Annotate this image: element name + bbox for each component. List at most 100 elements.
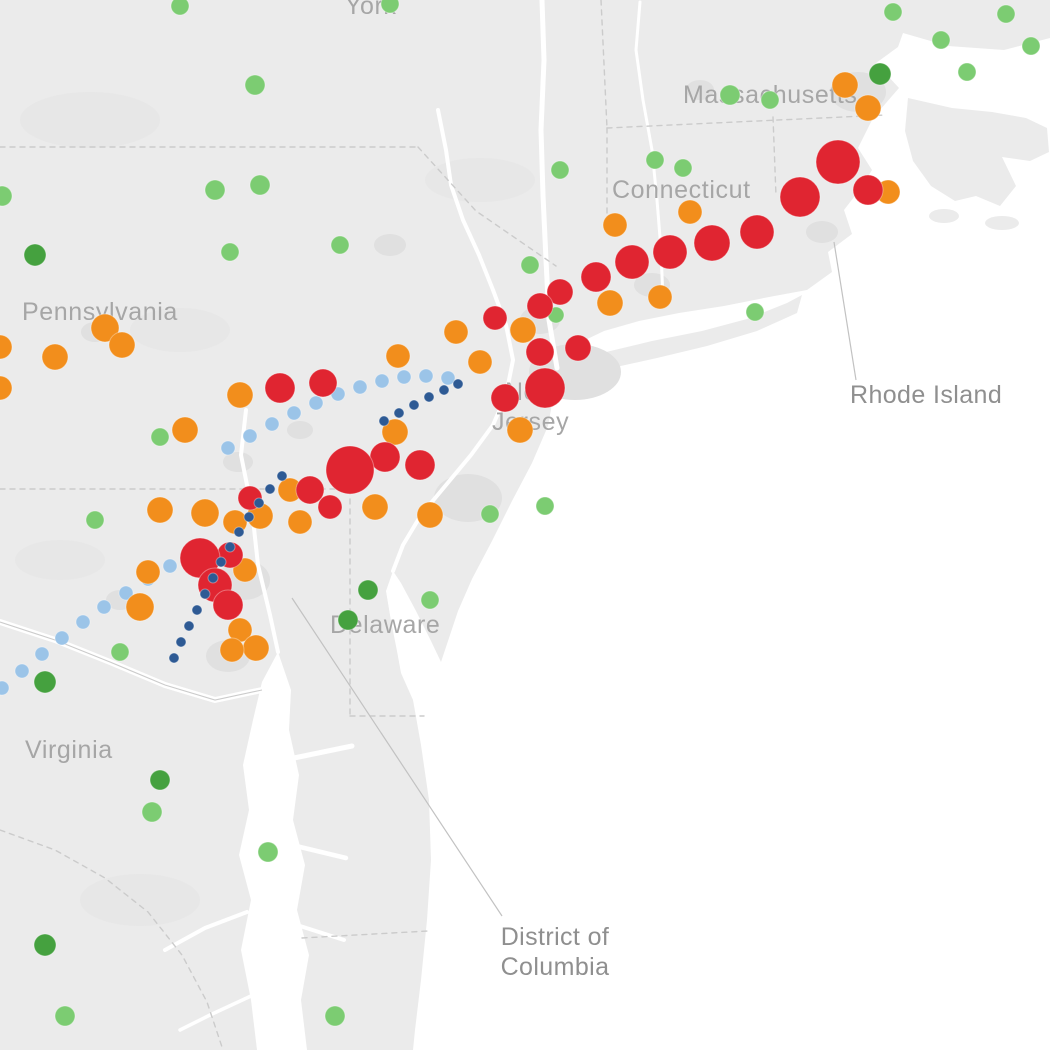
dot-lightblue[interactable]: [162, 558, 178, 574]
dot-red[interactable]: [546, 278, 574, 306]
dot-red[interactable]: [212, 589, 244, 621]
dot-navy[interactable]: [183, 620, 195, 632]
dot-lightblue[interactable]: [220, 440, 236, 456]
dot-red[interactable]: [779, 176, 821, 218]
dot-lightgreen[interactable]: [220, 242, 240, 262]
dot-orange[interactable]: [219, 637, 245, 663]
dot-orange[interactable]: [171, 416, 199, 444]
dot-orange[interactable]: [0, 375, 13, 401]
dot-lightblue[interactable]: [96, 599, 112, 615]
dot-navy[interactable]: [191, 604, 203, 616]
dot-lightblue[interactable]: [14, 663, 30, 679]
dot-lightgreen[interactable]: [745, 302, 765, 322]
dot-lightblue[interactable]: [75, 614, 91, 630]
dot-navy[interactable]: [175, 636, 187, 648]
dot-lightgreen[interactable]: [380, 0, 400, 14]
dot-red[interactable]: [525, 337, 555, 367]
dot-lightblue[interactable]: [374, 373, 390, 389]
dot-orange[interactable]: [416, 501, 444, 529]
dot-red[interactable]: [264, 372, 296, 404]
dot-orange[interactable]: [831, 71, 859, 99]
dot-lightgreen[interactable]: [204, 179, 226, 201]
dot-red[interactable]: [739, 214, 775, 250]
dot-navy[interactable]: [408, 399, 420, 411]
dot-navy[interactable]: [243, 511, 255, 523]
dot-lightgreen[interactable]: [535, 496, 555, 516]
dot-red[interactable]: [815, 139, 861, 185]
dot-red[interactable]: [852, 174, 884, 206]
dot-lightgreen[interactable]: [957, 62, 977, 82]
dot-lightblue[interactable]: [286, 405, 302, 421]
dot-orange[interactable]: [226, 381, 254, 409]
dot-red[interactable]: [526, 292, 554, 320]
dot-lightgreen[interactable]: [520, 255, 540, 275]
dot-lightgreen[interactable]: [645, 150, 665, 170]
dot-green[interactable]: [33, 933, 57, 957]
dot-orange[interactable]: [361, 493, 389, 521]
dot-navy[interactable]: [378, 415, 390, 427]
dot-lightgreen[interactable]: [1021, 36, 1041, 56]
dot-lightblue[interactable]: [396, 369, 412, 385]
dot-lightblue[interactable]: [118, 585, 134, 601]
dot-red[interactable]: [325, 445, 375, 495]
dot-lightgreen[interactable]: [249, 174, 271, 196]
dot-navy[interactable]: [438, 384, 450, 396]
dot-red[interactable]: [295, 475, 325, 505]
dot-orange[interactable]: [287, 509, 313, 535]
dot-lightgreen[interactable]: [760, 90, 780, 110]
dot-lightgreen[interactable]: [550, 160, 570, 180]
dot-red[interactable]: [490, 383, 520, 413]
dot-navy[interactable]: [168, 652, 180, 664]
dot-green[interactable]: [357, 579, 379, 601]
dot-orange[interactable]: [506, 416, 534, 444]
dot-lightgreen[interactable]: [141, 801, 163, 823]
dot-red[interactable]: [317, 494, 343, 520]
dot-lightgreen[interactable]: [420, 590, 440, 610]
dot-orange[interactable]: [190, 498, 220, 528]
dot-red[interactable]: [580, 261, 612, 293]
dot-lightblue[interactable]: [54, 630, 70, 646]
dot-lightgreen[interactable]: [0, 185, 13, 207]
dot-orange[interactable]: [146, 496, 174, 524]
dot-red[interactable]: [614, 244, 650, 280]
dot-lightblue[interactable]: [264, 416, 280, 432]
dot-lightgreen[interactable]: [54, 1005, 76, 1027]
dot-navy[interactable]: [423, 391, 435, 403]
dot-lightblue[interactable]: [418, 368, 434, 384]
dot-red[interactable]: [693, 224, 731, 262]
dot-red[interactable]: [308, 368, 338, 398]
dot-orange[interactable]: [242, 634, 270, 662]
dot-navy[interactable]: [215, 556, 227, 568]
dot-orange[interactable]: [135, 559, 161, 585]
dot-lightgreen[interactable]: [719, 84, 741, 106]
dot-green[interactable]: [337, 609, 359, 631]
dot-orange[interactable]: [509, 316, 537, 344]
dot-red[interactable]: [564, 334, 592, 362]
dot-orange[interactable]: [467, 349, 493, 375]
dot-lightgreen[interactable]: [110, 642, 130, 662]
dot-lightblue[interactable]: [0, 680, 10, 696]
dot-lightblue[interactable]: [440, 370, 456, 386]
dot-lightgreen[interactable]: [480, 504, 500, 524]
dot-navy[interactable]: [253, 497, 265, 509]
dot-orange[interactable]: [602, 212, 628, 238]
dot-orange[interactable]: [677, 199, 703, 225]
dot-navy[interactable]: [233, 526, 245, 538]
dot-lightblue[interactable]: [352, 379, 368, 395]
dot-orange[interactable]: [443, 319, 469, 345]
dot-orange[interactable]: [41, 343, 69, 371]
dot-orange[interactable]: [381, 418, 409, 446]
dot-green[interactable]: [149, 769, 171, 791]
dot-lightgreen[interactable]: [324, 1005, 346, 1027]
dot-orange[interactable]: [125, 592, 155, 622]
dot-lightgreen[interactable]: [883, 2, 903, 22]
dot-orange[interactable]: [108, 331, 136, 359]
dot-navy[interactable]: [199, 588, 211, 600]
dot-lightgreen[interactable]: [931, 30, 951, 50]
dot-red[interactable]: [524, 367, 566, 409]
dot-red[interactable]: [404, 449, 436, 481]
dot-green[interactable]: [868, 62, 892, 86]
dot-lightgreen[interactable]: [170, 0, 190, 16]
dot-red[interactable]: [369, 441, 401, 473]
